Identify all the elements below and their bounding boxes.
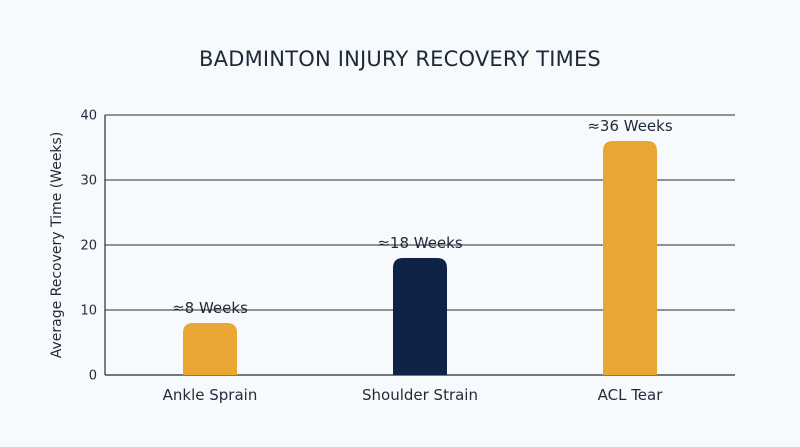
x-tick-label: ACL Tear [598, 386, 664, 404]
y-tick-label: 0 [89, 369, 97, 384]
x-axis-ticks: Ankle Sprain Shoulder Strain ACL Tear [163, 386, 664, 404]
bar-acl-tear [603, 141, 657, 375]
y-tick-label: 20 [80, 239, 97, 254]
y-axis-ticks: 0 10 20 30 40 [80, 109, 97, 384]
y-tick-label: 40 [80, 109, 97, 124]
bar-shoulder-strain [393, 258, 447, 375]
data-label: ≈18 Weeks [377, 234, 463, 252]
x-tick-label: Ankle Sprain [163, 386, 258, 404]
y-tick-label: 10 [80, 304, 97, 319]
data-labels: ≈8 Weeks ≈18 Weeks ≈36 Weeks [172, 117, 673, 317]
data-label: ≈8 Weeks [172, 299, 248, 317]
x-tick-label: Shoulder Strain [362, 386, 478, 404]
y-axis-label: Average Recovery Time (Weeks) [49, 132, 65, 359]
y-tick-label: 30 [80, 174, 97, 189]
bar-ankle-sprain [183, 323, 237, 375]
data-label: ≈36 Weeks [587, 117, 673, 135]
chart-title: BADMINTON INJURY RECOVERY TIMES [199, 47, 601, 71]
bars [183, 141, 657, 375]
